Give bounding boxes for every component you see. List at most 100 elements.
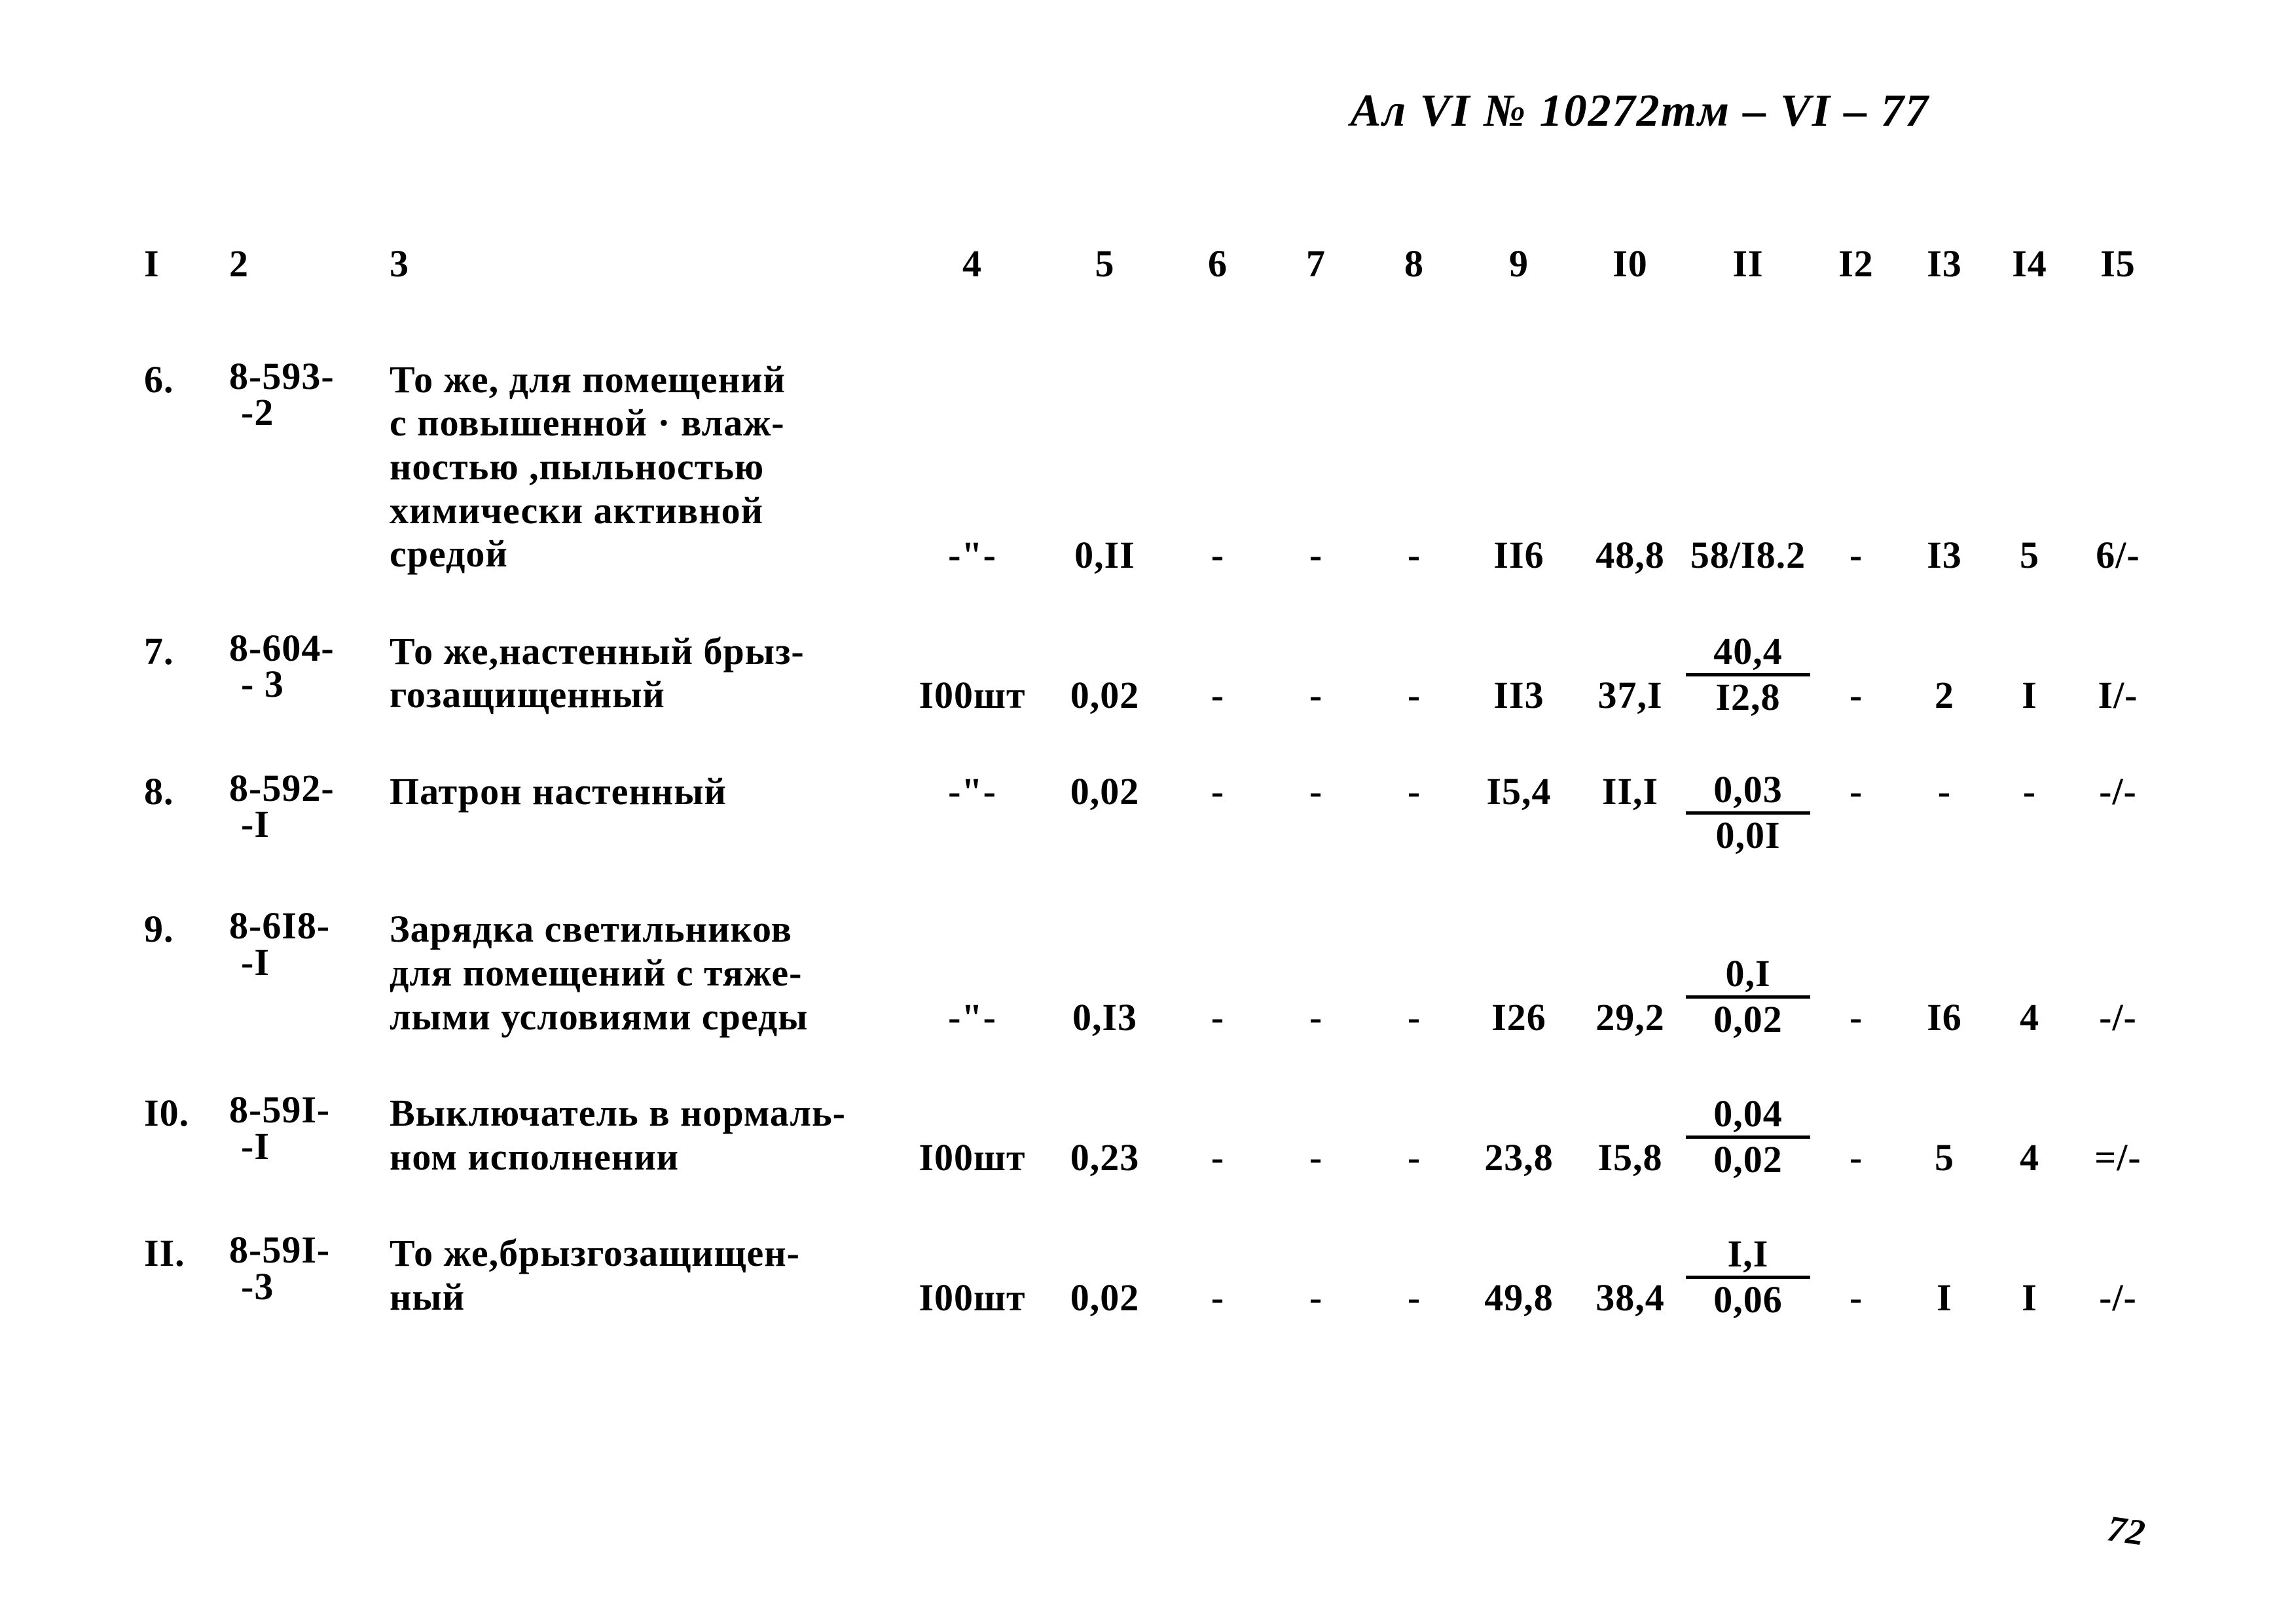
cell-c4: -"- — [903, 770, 1041, 814]
cell-c15: -/- — [2072, 770, 2164, 814]
col-header-12: I2 — [1810, 242, 1902, 286]
cell-c6: - — [1169, 1092, 1267, 1179]
cell-c4: -"- — [903, 358, 1041, 578]
data-table: I 2 3 4 5 6 7 8 9 I0 II I2 I3 I4 I5 6.8-… — [144, 242, 2165, 1372]
cell-code: 8-6I8--I — [229, 908, 390, 984]
cell-c12: - — [1810, 770, 1902, 814]
table-header-row: I 2 3 4 5 6 7 8 9 I0 II I2 I3 I4 I5 — [144, 242, 2165, 286]
cell-c14: 5 — [1987, 358, 2072, 578]
cell-c15: 6/- — [2072, 358, 2164, 578]
col-header-7: 7 — [1267, 242, 1365, 286]
cell-c11: 40,4I2,8 — [1686, 630, 1810, 718]
cell-c7: - — [1267, 358, 1365, 578]
cell-description: Патрон настенный — [390, 770, 903, 814]
cell-code: 8-604-- 3 — [229, 630, 390, 707]
cell-c5: 0,02 — [1041, 1232, 1169, 1320]
cell-c10: II,I — [1575, 770, 1686, 814]
cell-c5: 0,02 — [1041, 770, 1169, 814]
cell-c9: I5,4 — [1463, 770, 1575, 814]
cell-c13: - — [1902, 770, 1987, 814]
cell-c12: - — [1810, 908, 1902, 1039]
cell-c10: 38,4 — [1575, 1232, 1686, 1320]
table-row: II.8-59I--3То же,брызгозащищен- ныйI00шт… — [144, 1232, 2165, 1320]
cell-index: 9. — [144, 908, 229, 951]
col-header-13: I3 — [1902, 242, 1987, 286]
cell-c8: - — [1365, 358, 1463, 578]
cell-c9: II3 — [1463, 630, 1575, 718]
cell-c4: I00шт — [903, 630, 1041, 718]
cell-c7: - — [1267, 770, 1365, 814]
cell-c11: 58/I8.2 — [1686, 358, 1810, 578]
cell-index: 8. — [144, 770, 229, 814]
cell-c10: 29,2 — [1575, 908, 1686, 1039]
cell-code: 8-59I--I — [229, 1092, 390, 1168]
cell-c11: 0,I0,02 — [1686, 908, 1810, 1039]
table-row: I0.8-59I--IВыключатель в нормаль- ном ис… — [144, 1092, 2165, 1179]
page-header: Ал VI № 10272тм – VI – 77 — [1351, 85, 1929, 138]
col-header-6: 6 — [1169, 242, 1267, 286]
cell-c4: I00шт — [903, 1232, 1041, 1320]
cell-c14: - — [1987, 770, 2072, 814]
cell-c13: 2 — [1902, 630, 1987, 718]
col-header-11: II — [1686, 242, 1810, 286]
col-header-5: 5 — [1041, 242, 1169, 286]
cell-c5: 0,II — [1041, 358, 1169, 578]
cell-c15: -/- — [2072, 908, 2164, 1039]
page-number: 72 — [2105, 1507, 2148, 1554]
cell-c13: I — [1902, 1232, 1987, 1320]
col-header-2: 2 — [229, 242, 390, 286]
cell-c8: - — [1365, 1092, 1463, 1179]
cell-c7: - — [1267, 908, 1365, 1039]
col-header-4: 4 — [903, 242, 1041, 286]
cell-c9: II6 — [1463, 358, 1575, 578]
cell-c12: - — [1810, 1092, 1902, 1179]
cell-c9: I26 — [1463, 908, 1575, 1039]
col-header-8: 8 — [1365, 242, 1463, 286]
table-row: 6.8-593--2То же, для помещений с повышен… — [144, 358, 2165, 578]
table-row: 8.8-592--IПатрон настенный-"-0,02---I5,4… — [144, 770, 2165, 856]
table-row: 9.8-6I8--IЗарядка светильников для помещ… — [144, 908, 2165, 1039]
cell-c15: =/- — [2072, 1092, 2164, 1179]
cell-c6: - — [1169, 630, 1267, 718]
col-header-1: I — [144, 242, 229, 286]
cell-c14: I — [1987, 630, 2072, 718]
cell-c9: 23,8 — [1463, 1092, 1575, 1179]
cell-c8: - — [1365, 630, 1463, 718]
cell-c10: I5,8 — [1575, 1092, 1686, 1179]
cell-c7: - — [1267, 1232, 1365, 1320]
cell-c8: - — [1365, 1232, 1463, 1320]
cell-c11: I,I0,06 — [1686, 1232, 1810, 1320]
cell-description: Выключатель в нормаль- ном исполнении — [390, 1092, 903, 1179]
cell-c10: 37,I — [1575, 630, 1686, 718]
cell-c6: - — [1169, 908, 1267, 1039]
cell-c11: 0,040,02 — [1686, 1092, 1810, 1179]
cell-index: 6. — [144, 358, 229, 402]
cell-c9: 49,8 — [1463, 1232, 1575, 1320]
cell-c4: -"- — [903, 908, 1041, 1039]
cell-index: I0. — [144, 1092, 229, 1135]
cell-description: То же,настенный брыз- гозащищенный — [390, 630, 903, 717]
cell-c4: I00шт — [903, 1092, 1041, 1179]
col-header-3: 3 — [390, 242, 903, 286]
cell-c5: 0,23 — [1041, 1092, 1169, 1179]
col-header-15: I5 — [2072, 242, 2164, 286]
col-header-10: I0 — [1575, 242, 1686, 286]
col-header-9: 9 — [1463, 242, 1575, 286]
cell-c7: - — [1267, 1092, 1365, 1179]
cell-c5: 0,02 — [1041, 630, 1169, 718]
cell-c14: 4 — [1987, 908, 2072, 1039]
cell-code: 8-59I--3 — [229, 1232, 390, 1308]
cell-code: 8-592--I — [229, 770, 390, 847]
cell-description: Зарядка светильников для помещений с тяж… — [390, 908, 903, 1039]
col-header-14: I4 — [1987, 242, 2072, 286]
cell-c12: - — [1810, 630, 1902, 718]
cell-c13: I6 — [1902, 908, 1987, 1039]
cell-c6: - — [1169, 1232, 1267, 1320]
cell-c5: 0,I3 — [1041, 908, 1169, 1039]
cell-c6: - — [1169, 770, 1267, 814]
cell-index: II. — [144, 1232, 229, 1276]
cell-c15: -/- — [2072, 1232, 2164, 1320]
table-row: 7.8-604-- 3То же,настенный брыз- гозащищ… — [144, 630, 2165, 718]
table-body: 6.8-593--2То же, для помещений с повышен… — [144, 358, 2165, 1320]
cell-c8: - — [1365, 770, 1463, 814]
